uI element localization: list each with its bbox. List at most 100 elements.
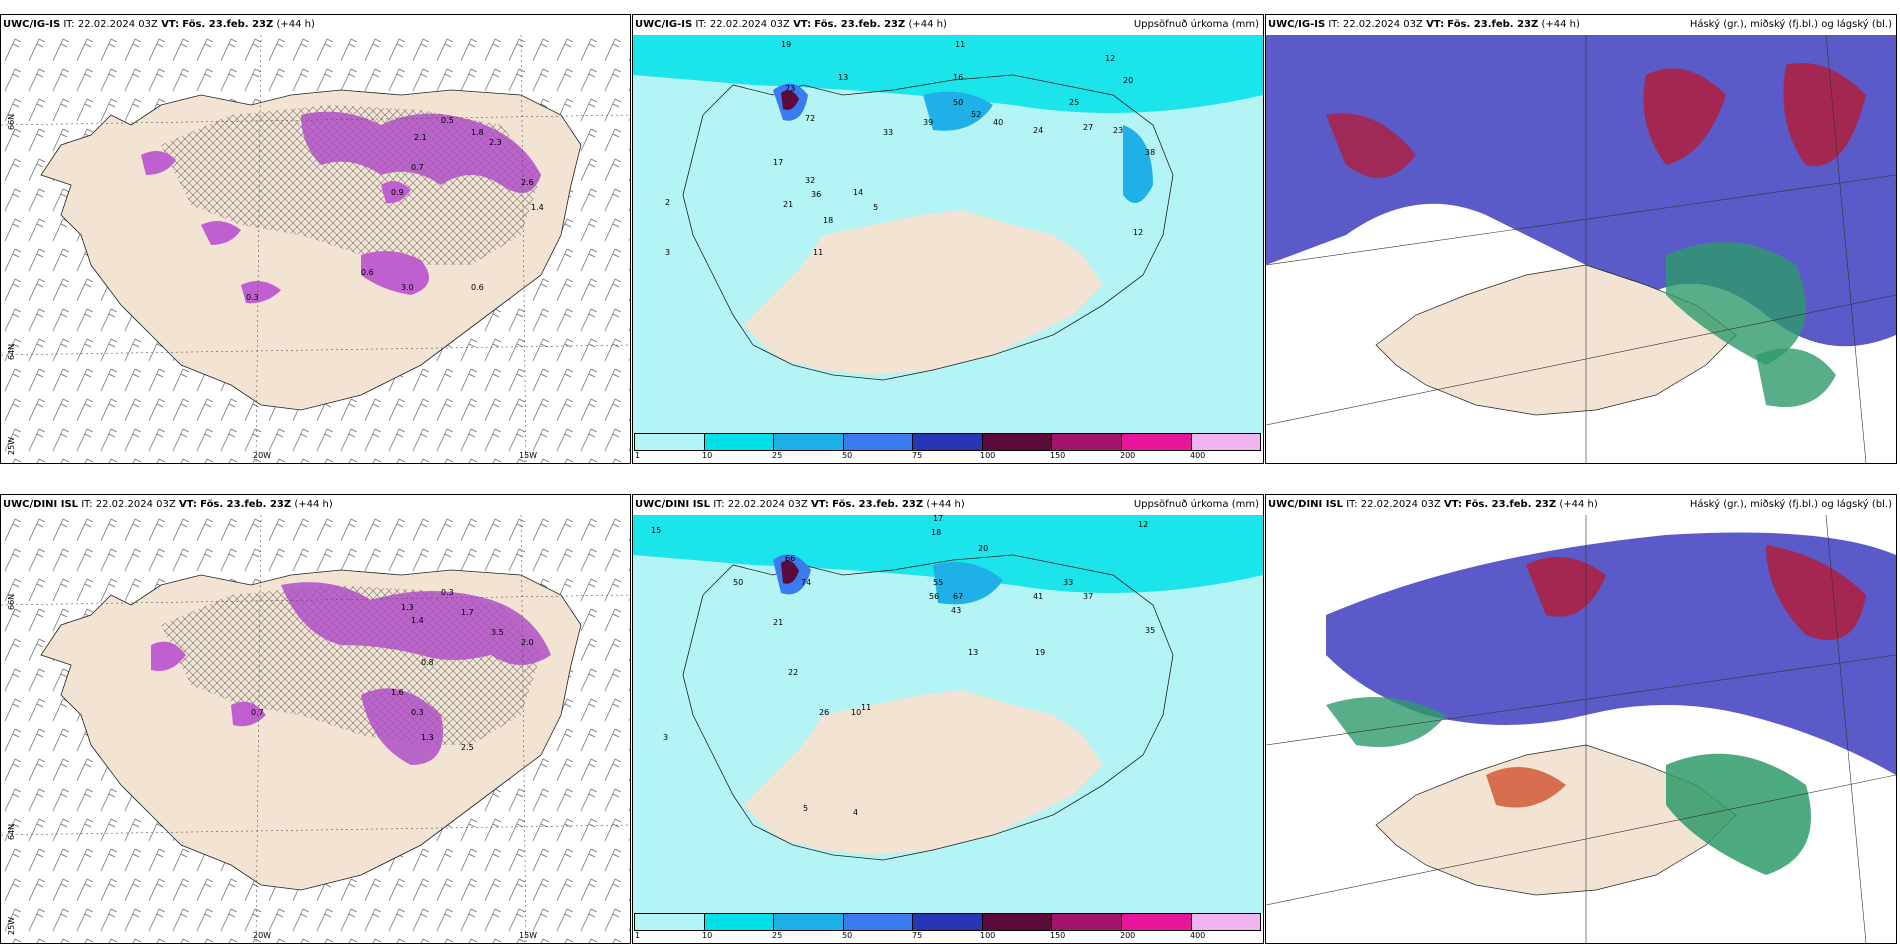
it-value: 22.02.2024 03Z [709, 19, 790, 30]
precip-value: 18 [931, 528, 941, 537]
vt-label: VT: [1426, 19, 1445, 30]
scale-label: 75 [912, 451, 923, 460]
scale-label: 200 [1120, 931, 1136, 940]
map-area[interactable]: 0.3 1.3 1.7 1.4 3.5 0.8 2.0 1.6 0.3 1.3 … [1, 515, 630, 943]
snow-label: 0.3 [441, 588, 454, 597]
precip-color-scale: 1 10 25 50 75 100 150 200 400 [633, 913, 1263, 943]
vt-label: VT: [178, 499, 197, 510]
precip-value: 4 [853, 808, 858, 817]
precip-value: 5 [803, 804, 808, 813]
precip-value: 25 [1069, 98, 1079, 107]
forecast-row-ig-is: UWC/IG-IS IT: 22.02.2024 03Z VT: Fös. 23… [0, 14, 1900, 464]
scale-label: 400 [1190, 451, 1206, 460]
scale-label: 50 [842, 451, 853, 460]
scale-segment [635, 434, 705, 450]
panel-title: UWC/IG-IS IT: 22.02.2024 03Z VT: Fös. 23… [1266, 15, 1896, 35]
panel-title: UWC/DINI ISL IT: 22.02.2024 03Z VT: Fös.… [1, 495, 630, 515]
snow-label: 0.5 [441, 116, 454, 125]
precip-value: 23 [1113, 126, 1123, 135]
snow-label: 1.6 [391, 688, 404, 697]
map-area[interactable] [1266, 35, 1896, 463]
precip-value: 36 [811, 190, 821, 199]
snow-label: 2.0 [521, 638, 534, 647]
lon-label: 15W [519, 931, 538, 940]
snow-label: 3.5 [491, 628, 504, 637]
scale-segment [1121, 434, 1192, 450]
lat-label: 66N [7, 593, 16, 610]
it-value: 22.02.2024 03Z [1342, 19, 1423, 30]
precip-value: 11 [813, 248, 823, 257]
scale-label: 200 [1120, 451, 1136, 460]
precip-value: 12 [1105, 54, 1115, 63]
panel-title: UWC/IG-IS IT: 22.02.2024 03Z VT: Fös. 23… [1, 15, 630, 35]
precip-value: 72 [805, 114, 815, 123]
snow-label: 0.3 [246, 293, 259, 302]
precip-value: 22 [788, 668, 798, 677]
precip-value: 50 [953, 98, 963, 107]
model-name: UWC/DINI ISL [635, 499, 711, 510]
precip-value: 24 [1033, 126, 1043, 135]
scale-label: 50 [842, 931, 853, 940]
map-area[interactable]: 15 17 18 20 12 66 74 50 55 56 67 43 41 3… [633, 515, 1263, 913]
scale-label: 100 [980, 451, 996, 460]
precip-value: 66 [785, 554, 795, 563]
scale-segment [774, 434, 844, 450]
vt-label: VT: [1443, 499, 1462, 510]
scale-label: 1 [635, 931, 641, 940]
map-area[interactable] [1266, 515, 1896, 943]
snow-label: 0.6 [361, 268, 374, 277]
precip-value: 10 [851, 708, 861, 717]
scale-label: 150 [1050, 931, 1066, 940]
snow-label: 1.4 [531, 203, 544, 212]
snow-label: 2.5 [461, 743, 474, 752]
precip-value: 11 [861, 703, 871, 712]
it-value: 22.02.2024 03Z [1360, 499, 1441, 510]
cloud-title: Háský (gr.), miðský (fj.bl.) og lágský (… [1689, 499, 1892, 510]
lat-label: 64N [7, 343, 16, 360]
precip-value: 15 [651, 526, 661, 535]
snow-label: 1.3 [421, 733, 434, 742]
snow-label: 2.1 [414, 133, 427, 142]
scale-segment [982, 434, 1053, 450]
vt-label: VT: [810, 499, 829, 510]
precip-value: 73 [785, 84, 795, 93]
precip-value: 12 [1138, 520, 1148, 529]
precip-value: 50 [733, 578, 743, 587]
it-label: IT: [695, 19, 707, 30]
cloud-panel-top: UWC/IG-IS IT: 22.02.2024 03Z VT: Fös. 23… [1265, 14, 1897, 464]
model-name: UWC/IG-IS [635, 19, 693, 30]
panel-title: UWC/DINI ISL IT: 22.02.2024 03Z VT: Fös.… [633, 495, 1263, 515]
precip-value: 13 [838, 73, 848, 82]
lon-label: 20W [253, 451, 272, 460]
map-area[interactable]: 0.5 2.1 1.8 2.3 0.7 2.6 1.4 3.0 0.9 0.6 … [1, 35, 630, 463]
map-area[interactable]: 19 13 11 16 12 20 73 72 33 39 50 52 40 2… [633, 35, 1263, 433]
scale-segment [704, 914, 775, 930]
scale-label: 75 [912, 931, 923, 940]
vt-value: Fös. 23.feb. 23Z [814, 19, 906, 30]
precip-value: 19 [1035, 648, 1045, 657]
snow-label: 3.0 [401, 283, 414, 292]
snow-label: 0.8 [421, 658, 434, 667]
precip-value: 38 [1145, 148, 1155, 157]
precip-value: 16 [953, 73, 963, 82]
precip-value: 39 [923, 118, 933, 127]
scale-segment [913, 434, 983, 450]
precip-value: 32 [805, 176, 815, 185]
scale-segment [635, 914, 705, 930]
vt-value: Fös. 23.feb. 23Z [832, 499, 924, 510]
cloud-title: Háský (gr.), miðský (fj.bl.) og lágský (… [1689, 19, 1892, 30]
scale-segment [982, 914, 1053, 930]
precip-value: 43 [951, 606, 961, 615]
iceland-land [743, 210, 1103, 375]
scale-segment [1191, 434, 1261, 450]
snow-label: 0.7 [251, 708, 264, 717]
precip-value: 52 [971, 110, 981, 119]
scale-segment [774, 914, 844, 930]
snow-label: 1.7 [461, 608, 474, 617]
snow-label: 2.6 [521, 178, 534, 187]
precip-value: 17 [933, 515, 943, 523]
precip-value: 33 [1063, 578, 1073, 587]
lead-time: (+44 h) [908, 19, 947, 30]
snow-label: 0.7 [411, 163, 424, 172]
panel-title: UWC/DINI ISL IT: 22.02.2024 03Z VT: Fös.… [1266, 495, 1896, 515]
